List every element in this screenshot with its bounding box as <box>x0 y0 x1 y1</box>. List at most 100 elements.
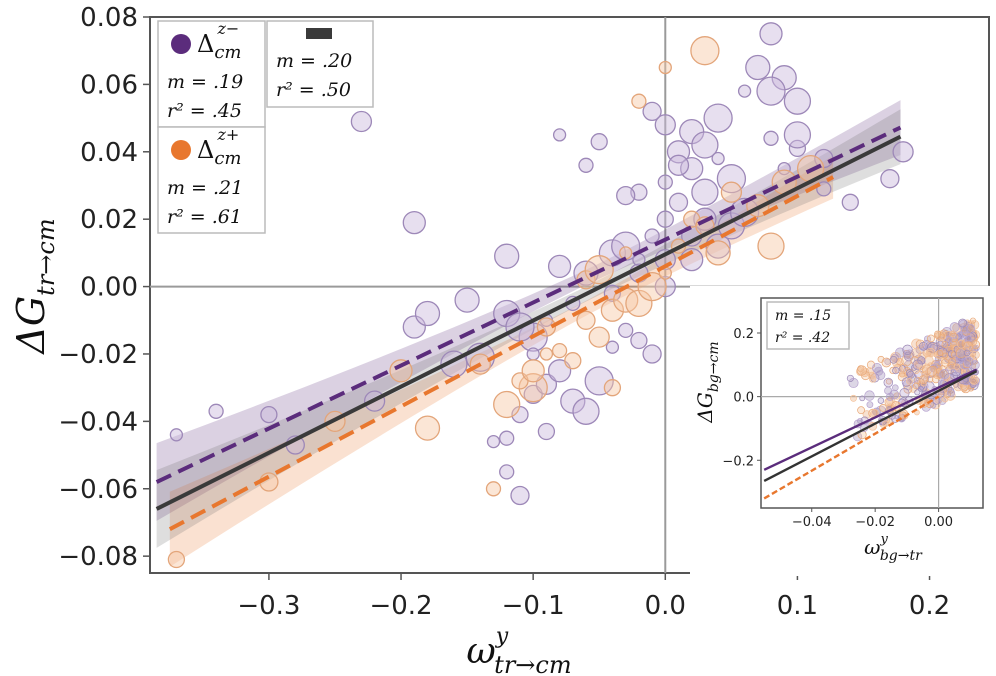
scatter-point <box>631 93 647 109</box>
inset-scatter-point <box>866 401 874 408</box>
inset-chart: −0.04 −0.02 0.00 −0.2 0.0 0.2 m = .15 r² = .… <box>690 286 991 576</box>
inset-x-tick-label: 0.00 <box>924 515 953 530</box>
inset-stats-box <box>766 301 850 350</box>
legend-z-plus-label: Δcm z+ <box>197 125 242 169</box>
x-tick-label: −0.2 <box>369 591 432 621</box>
scatter-point <box>564 352 582 370</box>
inset-y-axis-ticks: −0.2 0.0 0.2 <box>722 327 761 469</box>
scatter-point <box>402 210 426 235</box>
scatter-point <box>619 246 633 260</box>
inset-x-tick-label: −0.04 <box>792 515 832 530</box>
scatter-point <box>169 428 184 442</box>
inset-scatter-point <box>932 375 940 384</box>
scatter-point <box>654 114 676 136</box>
scatter-point <box>600 298 625 322</box>
scatter-point <box>526 347 540 361</box>
inset-y-axis-title-main: ΔG <box>693 392 717 423</box>
inset-scatter-point <box>964 357 974 367</box>
y-axis-title: ΔGtr→cm <box>9 218 60 355</box>
legend-z-minus-label: Δcm z− <box>197 19 242 63</box>
legend-combined-swatch <box>306 28 332 39</box>
inset-x-axis-title-sup: y <box>879 532 888 547</box>
scatter-point <box>642 344 662 364</box>
x-tick-label: 0.0 <box>645 591 686 621</box>
scatter-points <box>167 22 914 569</box>
legend-combined: m = .20 r² = .50 <box>266 20 374 108</box>
scatter-point <box>616 185 636 206</box>
scatter-point <box>552 128 567 142</box>
scatter-point <box>499 430 515 446</box>
scatter-point <box>539 347 554 361</box>
y-tick-label: −0.04 <box>58 407 138 437</box>
inset-scatter-point <box>918 365 928 374</box>
inset-stats-r2: r² = .42 <box>775 330 830 346</box>
inset-scatter-point <box>899 371 907 378</box>
y-tick-label: 0.08 <box>80 3 138 33</box>
confidence-band-z-plus <box>169 155 834 567</box>
scatter-point <box>642 101 662 122</box>
inset-scatter-point <box>850 394 857 402</box>
inset-scatter-point <box>848 377 859 388</box>
legend-z-plus-m: m = .21 <box>167 177 243 199</box>
inset-scatter-point <box>941 396 949 403</box>
scatter-point <box>167 550 186 569</box>
scatter-point <box>618 322 634 339</box>
legend-z-plus: Δcm z+ m = .21 r² = .61 <box>157 125 266 234</box>
inset-scatter-point <box>918 341 928 351</box>
inset-scatter-point <box>881 357 892 368</box>
inset-scatter-point <box>935 330 946 342</box>
scatter-point <box>691 178 719 206</box>
inset-scatter-point <box>920 380 927 387</box>
inset-y-tick-label: 0.2 <box>733 327 754 342</box>
scatter-point <box>547 254 572 279</box>
inset-scatter-point <box>963 349 971 357</box>
scatter-point <box>551 342 568 359</box>
x-axis-title-sub: tr→cm <box>494 651 571 676</box>
inset-scatter-point <box>957 339 966 349</box>
scatter-point <box>402 315 426 339</box>
inset-scatter-point <box>945 335 953 343</box>
inset-scatter-point <box>969 375 979 385</box>
scatter-point <box>637 271 667 302</box>
inset-x-axis-title-sub: bg→tr <box>880 548 923 564</box>
inset-scatter-point <box>965 324 976 334</box>
scatter-point <box>521 359 545 383</box>
inset-scatter-point <box>867 371 876 380</box>
scatter-point <box>668 192 689 212</box>
inset-scatter-point <box>874 366 884 376</box>
y-axis-title-sub: tr→cm <box>32 218 60 295</box>
inset-scatter-point <box>953 363 961 371</box>
scatter-point <box>260 405 278 424</box>
y-tick-label: −0.06 <box>58 475 138 505</box>
scatter-point <box>350 110 373 133</box>
legend-z-plus-r2: r² = .61 <box>167 206 242 228</box>
fit-line-combined <box>155 134 902 511</box>
scatter-point <box>703 103 733 133</box>
confidence-band-z-minus <box>156 100 901 521</box>
inset-scatter-point <box>963 341 974 352</box>
inset-scatter-point <box>883 377 894 388</box>
y-tick-label: 0.02 <box>80 205 138 235</box>
scatter-point <box>654 275 676 298</box>
x-tick-label: 0.2 <box>909 591 950 621</box>
scatter-point <box>691 131 719 159</box>
inset-scatter-point <box>936 349 944 357</box>
scatter-point <box>720 181 743 203</box>
scatter-point <box>547 359 572 383</box>
inset-scatter-point <box>949 330 957 338</box>
legend-z-minus-r2: r² = .45 <box>167 100 242 122</box>
confidence-bands <box>156 100 901 567</box>
inset-scatter-point <box>903 384 913 394</box>
legend-z-minus-m: m = .19 <box>167 71 243 93</box>
scatter-point <box>603 379 622 397</box>
scatter-point <box>737 84 752 98</box>
x-tick-label: −0.3 <box>237 591 300 621</box>
inset-x-axis-title-main: ω <box>864 535 880 559</box>
x-axis-title-sup: y <box>495 624 509 649</box>
scatter-point <box>777 161 791 176</box>
scatter-point <box>763 130 779 146</box>
scatter-point <box>711 151 725 166</box>
legend-z-minus-sub: cm <box>214 42 241 63</box>
scatter-point <box>588 326 610 348</box>
